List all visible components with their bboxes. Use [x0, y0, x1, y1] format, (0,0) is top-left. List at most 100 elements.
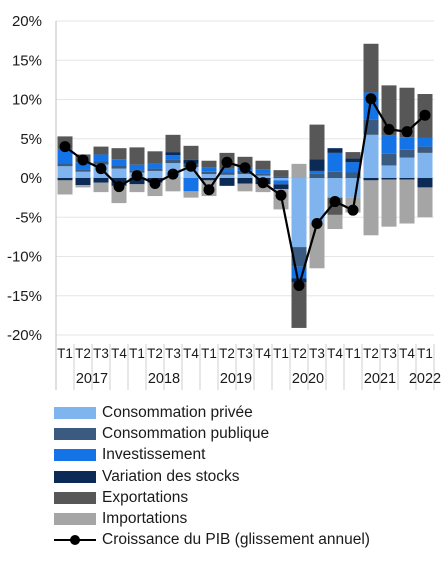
- gdp-line-point: [329, 196, 341, 208]
- legend-item-importations: Importations: [54, 508, 444, 529]
- legend-swatch: [54, 491, 96, 504]
- bar-segment: [219, 168, 235, 173]
- legend-item-consommation-publique: Consommation publique: [54, 423, 444, 444]
- gdp-line-point: [131, 170, 143, 182]
- bar-segment: [129, 184, 145, 193]
- bar-segment: [309, 178, 325, 223]
- bar-segment: [183, 167, 199, 178]
- bar-segment: [255, 169, 271, 174]
- bar-segment: [75, 162, 91, 170]
- gdp-line-point: [95, 163, 107, 175]
- bar-segment: [399, 149, 415, 158]
- bar-segment: [165, 155, 181, 160]
- x-tick-label: T3: [93, 346, 109, 361]
- x-year-label: 2018: [148, 371, 180, 387]
- x-year-label: 2021: [364, 371, 396, 387]
- bar-segment: [183, 178, 199, 192]
- y-tick-label: 10%: [12, 92, 42, 109]
- y-tick-label: -20%: [7, 327, 42, 344]
- bar-segment: [57, 178, 73, 181]
- bar-segment: [111, 148, 127, 160]
- legend-label: Importations: [102, 510, 188, 528]
- x-year-label: 2019: [220, 371, 252, 387]
- legend-label: Croissance du PIB (glissement annuel): [102, 531, 370, 549]
- legend-swatch: [54, 427, 96, 440]
- bar-segment: [309, 159, 325, 171]
- bar-segment: [111, 165, 127, 169]
- bar-segment: [327, 178, 343, 198]
- bar-segment: [93, 182, 109, 193]
- bar-segment: [237, 156, 253, 168]
- gdp-line-point: [77, 154, 89, 166]
- bar-segment: [255, 175, 271, 178]
- bar-segment: [327, 152, 343, 172]
- bar-segment: [201, 178, 217, 181]
- gdp-line-point: [419, 109, 431, 121]
- x-tick-label: T2: [75, 346, 91, 361]
- gdp-line-point: [221, 156, 233, 168]
- bar-segment: [219, 172, 235, 175]
- x-tick-label: T2: [363, 346, 379, 361]
- gdp-line-point: [239, 162, 251, 174]
- bar-segment: [381, 178, 397, 180]
- bar-segment: [237, 183, 253, 192]
- bar-segment: [111, 168, 127, 178]
- bar-segment: [327, 148, 343, 153]
- bar-segment: [165, 159, 181, 164]
- bar-segment: [165, 134, 181, 153]
- gdp-line-point: [113, 181, 125, 193]
- y-tick-label: 15%: [12, 52, 42, 69]
- x-tick-label: T3: [237, 346, 253, 361]
- x-tick-label: T4: [327, 346, 343, 361]
- gdp-line-point: [401, 126, 413, 138]
- bar-segment: [219, 178, 235, 186]
- bar-segment: [363, 178, 379, 181]
- x-tick-label: T1: [201, 346, 217, 361]
- y-tick-label: -5%: [15, 209, 42, 226]
- y-tick-label: -15%: [7, 288, 42, 305]
- gdp-line-point: [365, 93, 377, 105]
- bar-segment: [273, 180, 289, 185]
- bar-segment: [165, 152, 181, 156]
- bar-segment: [201, 171, 217, 175]
- bar-segment: [381, 135, 397, 154]
- x-tick-label: T1: [129, 346, 145, 361]
- bar-segment: [183, 145, 199, 160]
- bar-segment: [417, 178, 433, 188]
- x-tick-label: T2: [219, 346, 235, 361]
- bar-segment: [147, 170, 163, 178]
- bar-segment: [273, 176, 289, 178]
- bar-segment: [291, 163, 307, 178]
- bar-segment: [345, 162, 361, 173]
- legend-item-croissance-pib: Croissance du PIB (glissement annuel): [54, 530, 444, 551]
- bar-segment: [129, 147, 145, 165]
- bar-segment: [417, 137, 433, 147]
- gdp-line-point: [293, 280, 305, 292]
- x-tick-label: T4: [399, 346, 415, 361]
- bar-segment: [345, 172, 361, 178]
- y-tick-label: 0%: [20, 170, 42, 187]
- bar-segment: [327, 214, 343, 230]
- bar-segment: [381, 179, 397, 227]
- x-tick-label: T4: [255, 346, 271, 361]
- bar-segment: [75, 185, 91, 188]
- bar-segment: [309, 124, 325, 160]
- bar-segment: [273, 178, 289, 181]
- bar-segment: [237, 174, 253, 178]
- bar-segment: [399, 87, 415, 138]
- legend-item-consommation-privee: Consommation privée: [54, 402, 444, 423]
- x-tick-label: T2: [147, 346, 163, 361]
- gdp-line-point: [203, 184, 215, 196]
- x-axis: T1 T2 T3 T4 T1 T2 T3 T4 T1 T2 T3 T4 T1 T2 T3 T4 T1 T2 T3 T4…: [57, 344, 441, 390]
- bar-segment: [201, 174, 217, 178]
- bar-segment: [381, 165, 397, 178]
- legend: Consommation privée Consommation publiqu…: [54, 402, 444, 551]
- bar-segment: [219, 174, 235, 178]
- gdp-growth-line: [59, 93, 431, 292]
- bar-segment: [57, 166, 73, 178]
- gdp-line-point: [167, 168, 179, 180]
- x-year-label: 2022: [409, 371, 441, 387]
- x-tick-label: T3: [309, 346, 325, 361]
- x-tick-label: T3: [165, 346, 181, 361]
- bar-segment: [291, 266, 307, 279]
